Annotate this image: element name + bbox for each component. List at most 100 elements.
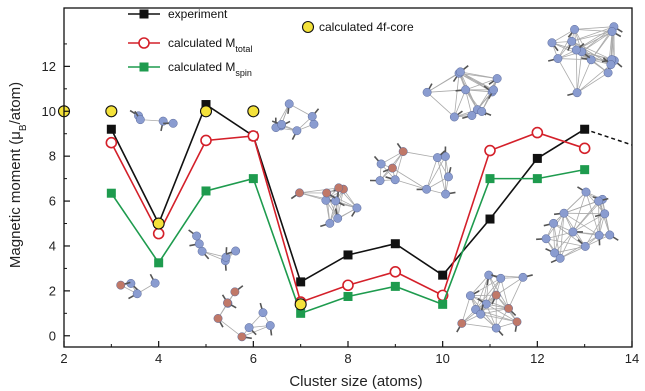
y-axis-label-symbol: μ	[7, 131, 24, 140]
data-point	[296, 308, 306, 318]
series-line	[110, 168, 585, 315]
cluster-bond	[553, 223, 586, 247]
cluster-illustration	[547, 22, 623, 98]
cluster-bond	[576, 72, 609, 94]
data-point	[532, 174, 542, 184]
atom-sphere	[194, 239, 204, 249]
cluster-bond	[426, 92, 455, 118]
cluster-bond	[585, 234, 610, 247]
cluster-bond	[554, 213, 565, 254]
x-tick-label: 6	[250, 351, 257, 366]
atom-sphere	[491, 323, 501, 333]
atom-sphere	[600, 209, 610, 219]
series-3	[57, 105, 307, 311]
chart-series	[57, 100, 633, 318]
legend-label: experiment	[168, 7, 228, 21]
legend: experiment calculated Mtotal calculated Ms…	[128, 7, 414, 78]
cluster-bond	[496, 276, 524, 296]
atom-sphere	[309, 119, 319, 129]
atom-sphere	[150, 278, 160, 288]
cluster-bond	[480, 308, 509, 315]
cluster-bond	[453, 89, 466, 118]
data-point	[200, 134, 212, 147]
data-point	[154, 258, 164, 268]
cluster-bond	[576, 51, 583, 93]
atom-sphere	[555, 253, 565, 263]
data-point	[438, 299, 448, 309]
x-tick-label: 4	[155, 351, 162, 366]
data-point	[248, 174, 258, 184]
atom-sphere	[559, 208, 569, 218]
data-point	[201, 100, 211, 110]
legend-entry-3: calculated 4f-core	[301, 20, 414, 34]
legend-label-subscript: spin	[235, 68, 252, 78]
data-point	[580, 124, 590, 134]
x-axis-label: Cluster size (atoms)	[289, 373, 422, 390]
atom-sphere	[607, 27, 617, 37]
cluster-bond	[460, 71, 498, 79]
cluster-bond	[584, 213, 606, 247]
atom-sphere	[168, 118, 178, 128]
data-point	[390, 239, 400, 249]
legend-label: calculated Mtotal	[168, 36, 252, 54]
data-point	[343, 291, 353, 301]
cluster-bond	[480, 278, 502, 315]
atom-sphere	[461, 85, 471, 95]
data-point	[152, 227, 165, 240]
cluster-bond	[563, 212, 600, 236]
y-axis-label-tail: /atom)	[7, 82, 24, 125]
atom-sphere	[455, 67, 465, 77]
series-0	[106, 100, 633, 287]
atom-sphere	[547, 38, 557, 48]
data-point	[296, 277, 306, 287]
cluster-bond	[572, 191, 587, 233]
cluster-illustration	[213, 285, 275, 342]
cluster-bond	[475, 278, 502, 310]
cluster-bond	[574, 26, 614, 30]
cluster-illustration	[188, 229, 241, 271]
cluster-bond	[563, 212, 605, 215]
atom-sphere	[441, 189, 451, 199]
atom-sphere	[568, 227, 578, 237]
legend-label: calculated 4f-core	[319, 20, 414, 34]
data-point	[199, 105, 213, 118]
atom-sphere	[352, 203, 362, 213]
atom-sphere	[572, 88, 582, 98]
atom-sphere	[504, 303, 513, 313]
y-axis-label-subscript: B	[18, 124, 29, 131]
cluster-illustration	[369, 142, 456, 199]
x-tick-label: 8	[344, 351, 351, 366]
cluster-bond	[460, 71, 494, 91]
data-point	[106, 188, 116, 198]
atom-sphere	[331, 196, 341, 206]
cluster-bond	[571, 26, 615, 42]
x-tick-label: 10	[435, 351, 449, 366]
data-point	[247, 130, 260, 142]
y-tick-label: 0	[49, 328, 56, 343]
data-point	[105, 105, 118, 118]
cluster-bond	[486, 303, 518, 323]
atom-sphere	[476, 309, 486, 319]
cluster-bond	[508, 277, 524, 309]
atom-sphere	[477, 107, 487, 116]
atom-sphere	[444, 172, 453, 182]
cluster-bond	[437, 157, 446, 195]
atom-sphere	[541, 234, 551, 244]
data-point	[485, 174, 495, 184]
cluster-bond	[576, 59, 592, 93]
legend-label-subscript: total	[235, 44, 252, 54]
atom-sphere	[231, 246, 241, 256]
cluster-bond	[546, 238, 586, 247]
data-point	[201, 186, 211, 196]
legend-swatch	[139, 9, 149, 19]
legend-label: calculated Mspin	[168, 60, 252, 78]
cluster-bond	[426, 71, 461, 93]
atom-sphere	[567, 36, 577, 46]
atom-sphere	[449, 112, 459, 122]
data-point	[105, 136, 118, 149]
data-point	[247, 105, 260, 118]
cluster-bond	[576, 64, 612, 94]
cluster-illustration	[456, 270, 533, 336]
cluster-bond	[475, 274, 490, 310]
atom-sphere	[467, 111, 477, 120]
